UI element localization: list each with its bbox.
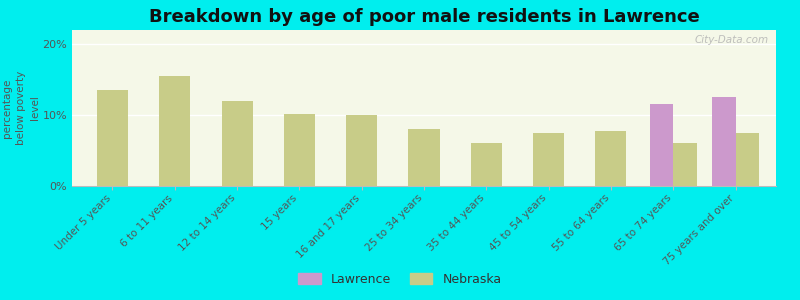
Bar (284, 114, 315, 186)
Bar (674, 143, 697, 186)
Legend: Lawrence, Nebraska: Lawrence, Nebraska (294, 268, 506, 291)
Title: Breakdown by age of poor male residents in Lawrence: Breakdown by age of poor male residents … (149, 8, 699, 26)
Y-axis label: percentage
below poverty
level: percentage below poverty level (2, 71, 40, 145)
Bar (533, 133, 564, 186)
Bar (222, 101, 253, 186)
Bar (712, 98, 735, 186)
Bar (409, 129, 439, 186)
Bar (595, 131, 626, 186)
Bar (346, 115, 378, 186)
Bar (159, 76, 190, 186)
Bar (650, 104, 674, 186)
Bar (735, 133, 759, 186)
Bar (470, 143, 502, 186)
Bar (97, 90, 128, 186)
Text: City-Data.com: City-Data.com (695, 35, 769, 45)
